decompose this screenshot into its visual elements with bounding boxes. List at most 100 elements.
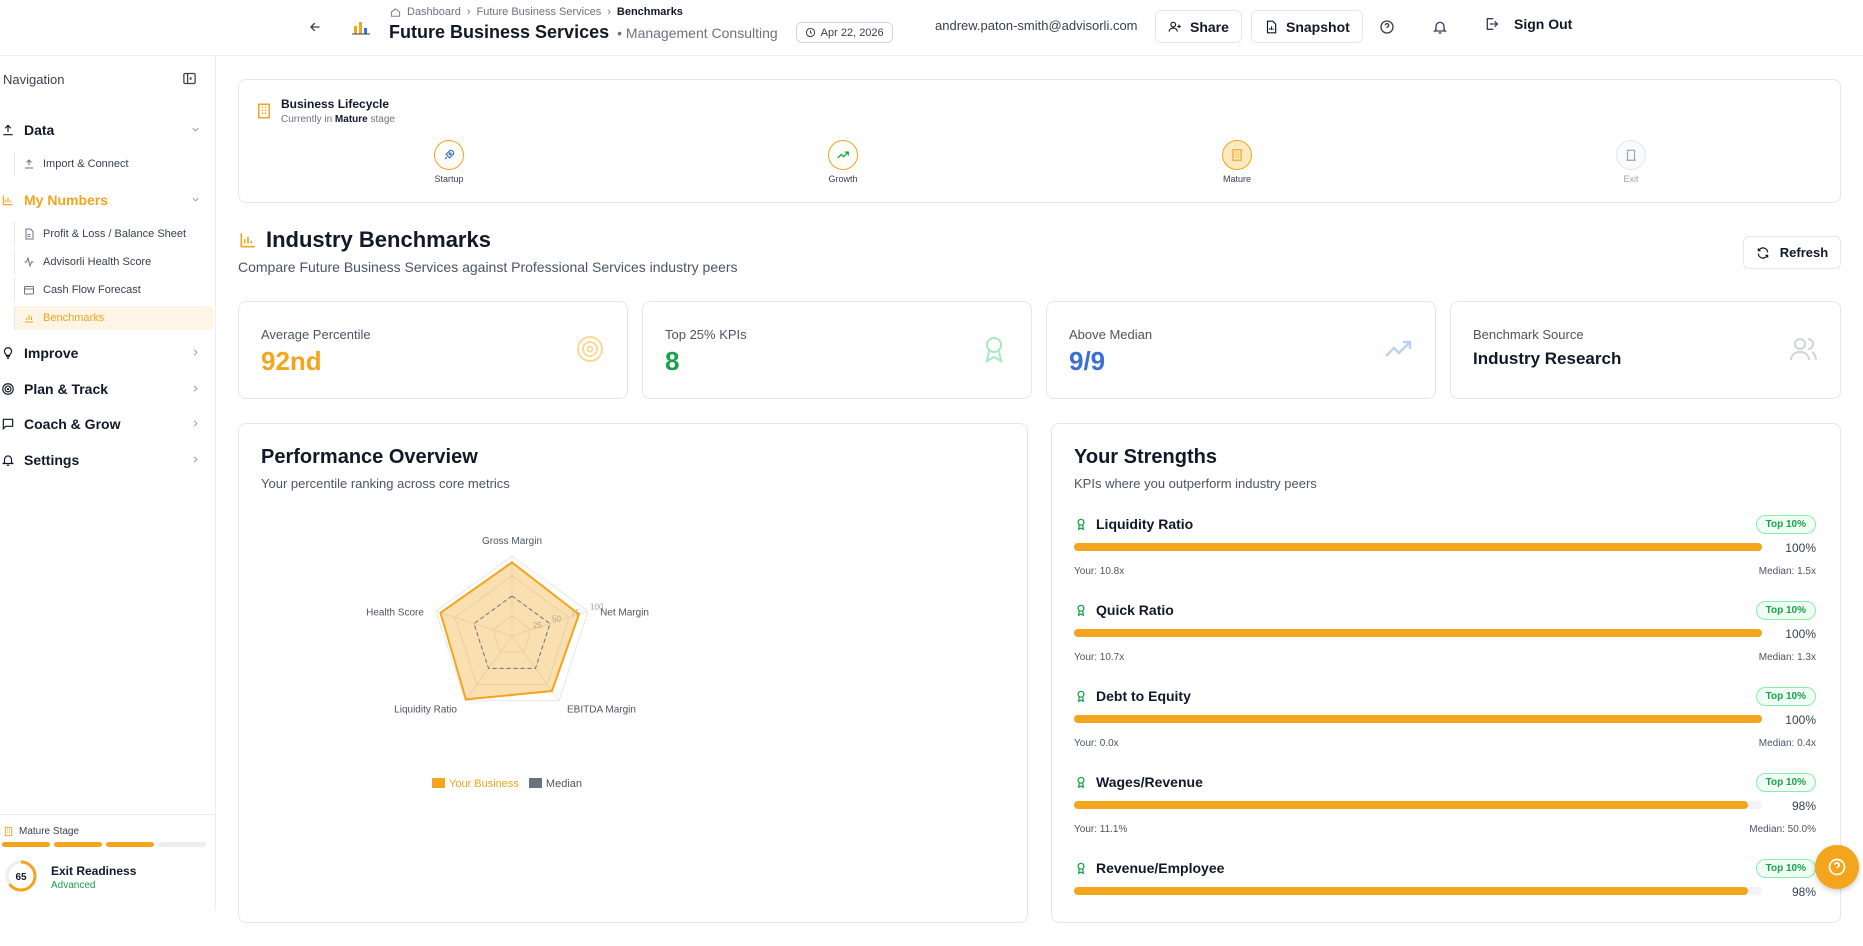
chart-legend: Your Business Median <box>432 778 582 790</box>
breadcrumb: Dashboard › Future Business Services › B… <box>390 6 683 18</box>
radar-grid-ring <box>435 555 589 702</box>
overview-subtitle: Your percentile ranking across core metr… <box>261 476 510 491</box>
target-icon <box>0 381 16 397</box>
sidebar-footer: Mature Stage 65 Exit Readiness Advanced <box>0 814 216 910</box>
overview-title: Performance Overview <box>261 446 478 468</box>
sidebar-group-data[interactable]: Data <box>0 119 216 141</box>
bar-chart-icon <box>23 312 35 324</box>
median-value: Median: 50.0% <box>1749 824 1816 835</box>
stage-growth[interactable]: Growth <box>808 140 878 184</box>
sidebar-item-health-score[interactable]: Advisorli Health Score <box>14 250 214 274</box>
bar-chart-icon <box>240 233 255 248</box>
strength-name: Debt to Equity <box>1096 688 1191 704</box>
sidebar-item-label: Profit & Loss / Balance Sheet <box>43 228 187 240</box>
users-icon <box>1790 338 1817 361</box>
strength-item: Revenue/Employee Top 10% 98% <box>1074 859 1816 946</box>
sidebar-group-label: Data <box>24 122 55 138</box>
stage-label: Mature <box>1222 174 1251 184</box>
strength-item: Liquidity Ratio Top 10% 100% Your: 10.8x Med… <box>1074 515 1816 602</box>
radar-category-label: Net Margin <box>600 607 649 618</box>
strength-item: Quick Ratio Top 10% 100% Your: 10.7x Median:… <box>1074 601 1816 688</box>
stage-label: Mature Stage <box>3 826 79 837</box>
help-icon <box>1828 858 1846 876</box>
help-chat-button[interactable] <box>1815 845 1859 889</box>
legend-median[interactable]: Median <box>528 778 582 790</box>
award-icon <box>1077 604 1085 617</box>
sidebar-group-label: Plan & Track <box>24 381 109 397</box>
stage-mature[interactable]: Mature <box>1202 140 1272 184</box>
snapshot-button[interactable]: Snapshot <box>1251 10 1363 43</box>
percentile-bar <box>1074 801 1762 809</box>
radar-grid-ring <box>454 575 570 686</box>
percentile-value: 98% <box>1791 799 1816 813</box>
stat-value: 9/9 <box>1069 346 1106 376</box>
radar-category-label: Gross Margin <box>482 536 542 547</box>
help-icon[interactable] <box>1376 16 1398 38</box>
breadcrumb-business[interactable]: Future Business Services <box>476 6 602 18</box>
logout-icon <box>1486 18 1499 30</box>
sidebar-group-settings[interactable]: Settings <box>0 449 216 471</box>
median-value: Median: 0.4x <box>1758 738 1816 749</box>
stage-label: Growth <box>828 174 858 184</box>
sign-out-button[interactable]: Sign Out <box>1484 16 1572 32</box>
sidebar-group-coach-grow[interactable]: Coach & Grow <box>0 413 216 435</box>
sidebar-heading: Navigation <box>3 72 65 87</box>
percentile-bar <box>1074 715 1762 723</box>
your-value: Your: 10.8x <box>1074 566 1125 577</box>
legend-label: Median <box>545 778 582 790</box>
stage-progress-segment <box>158 842 206 847</box>
sidebar-item-label: Advisorli Health Score <box>43 256 152 268</box>
clock-icon <box>805 27 815 38</box>
refresh-button[interactable]: Refresh <box>1743 236 1841 269</box>
collapse-sidebar-icon[interactable] <box>182 71 198 87</box>
trending-up-icon <box>828 140 858 170</box>
sidebar-item-benchmarks[interactable]: Benchmarks <box>14 306 214 330</box>
page-title: Future Business Services <box>389 22 610 42</box>
sign-out-label: Sign Out <box>1514 16 1573 32</box>
snapshot-label: Snapshot <box>1286 18 1350 35</box>
share-button[interactable]: Share <box>1155 10 1242 43</box>
user-plus-icon <box>1168 21 1181 32</box>
performance-overview-card: Performance Overview Your percentile ran… <box>238 423 1028 923</box>
benchmarks-title: Industry Benchmarks <box>266 227 491 252</box>
strength-name: Revenue/Employee <box>1096 860 1225 876</box>
radar-grid-ring <box>492 615 532 653</box>
radar-category-label: Liquidity Ratio <box>394 705 457 716</box>
sidebar-item-label: Benchmarks <box>43 312 105 324</box>
sidebar-item-label: Cash Flow Forecast <box>43 284 141 296</box>
award-icon <box>985 337 1003 363</box>
back-arrow-icon[interactable] <box>304 16 326 38</box>
sidebar-group-label: Improve <box>24 345 79 361</box>
strengths-subtitle: KPIs where you outperform industry peers <box>1074 476 1317 491</box>
stage-progress-segment <box>2 842 50 847</box>
stat-label: Average Percentile <box>261 327 371 342</box>
radar-category-label: EBITDA Margin <box>567 705 636 716</box>
strength-item: Wages/Revenue Top 10% 98% Your: 11.1% Median… <box>1074 773 1816 860</box>
stage-exit[interactable]: Exit <box>1596 140 1666 184</box>
stat-card-benchmark-source: Benchmark Source Industry Research <box>1450 301 1841 399</box>
legend-your-business[interactable]: Your Business <box>432 778 519 790</box>
building-icon <box>4 826 13 837</box>
chevron-down-icon <box>190 192 202 204</box>
date-text: Apr 22, 2026 <box>820 26 884 39</box>
lifecycle-current: Mature <box>334 114 368 125</box>
stage-startup[interactable]: Startup <box>414 140 484 184</box>
sidebar-item-import[interactable]: Import & Connect <box>14 152 214 176</box>
lifecycle-subtitle: Currently in Mature stage <box>281 114 395 125</box>
sidebar-group-my-numbers[interactable]: My Numbers <box>0 189 216 211</box>
activity-icon <box>23 256 35 268</box>
sidebar-item-profit-loss[interactable]: Profit & Loss / Balance Sheet <box>14 222 214 246</box>
radar-axis-line <box>511 610 589 637</box>
percentile-badge: Top 10% <box>1755 515 1816 534</box>
bell-icon[interactable] <box>1429 16 1451 38</box>
sidebar-item-cash-flow[interactable]: Cash Flow Forecast <box>14 278 214 302</box>
sidebar-group-plan-track[interactable]: Plan & Track <box>0 378 216 400</box>
radar-axis-line <box>435 610 513 637</box>
median-value: Median: 1.3x <box>1758 652 1816 663</box>
percentile-badge: Top 10% <box>1755 687 1816 706</box>
stage-label: Startup <box>434 174 464 184</box>
sidebar-group-improve[interactable]: Improve <box>0 342 216 364</box>
strength-name: Liquidity Ratio <box>1096 516 1194 532</box>
breadcrumb-dashboard[interactable]: Dashboard <box>407 6 461 18</box>
